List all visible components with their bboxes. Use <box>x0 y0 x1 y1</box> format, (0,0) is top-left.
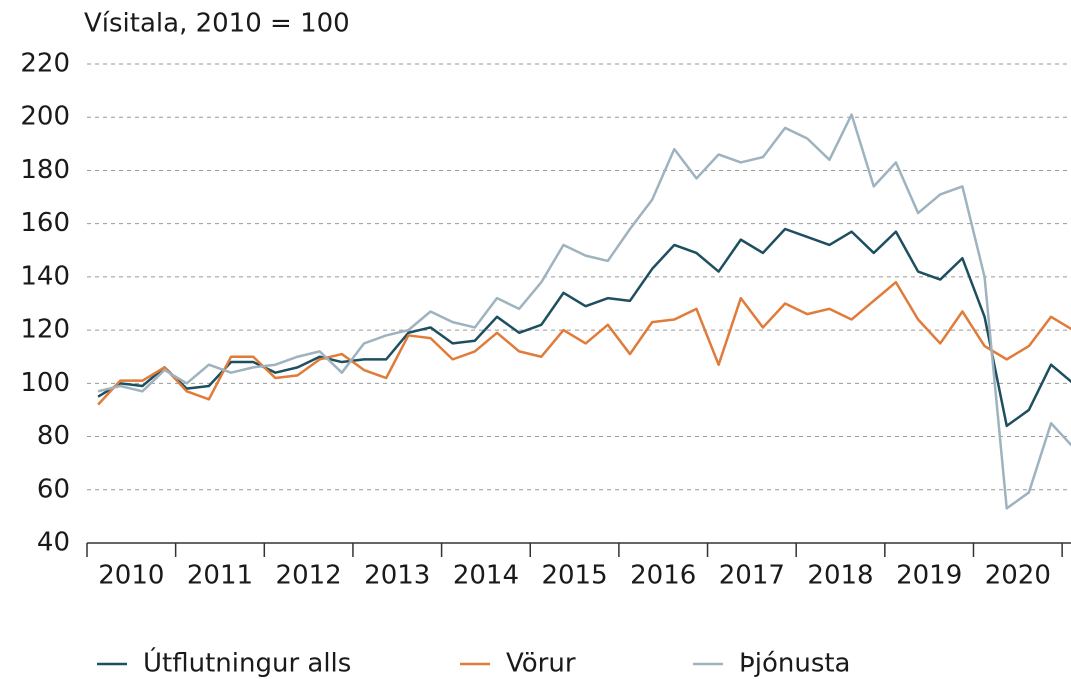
plot-area <box>97 113 1071 510</box>
y-tick-label: 140 <box>20 261 70 291</box>
x-tick-label: 2019 <box>896 561 962 591</box>
y-tick-label: 220 <box>20 49 70 79</box>
x-tick-label: 2014 <box>453 561 519 591</box>
x-tick-label: 2020 <box>985 561 1051 591</box>
x-tick-label: 2017 <box>719 561 785 591</box>
x-tick-label: 2013 <box>364 561 430 591</box>
y-tick-label: 180 <box>20 155 70 185</box>
y-tick-label: 100 <box>20 368 70 398</box>
x-tick-label: 2010 <box>98 561 164 591</box>
series-line <box>97 280 1071 406</box>
x-tick-label: 2011 <box>187 561 253 591</box>
x-tick-label: 2018 <box>807 561 873 591</box>
legend-label: Útflutningur alls <box>143 647 351 679</box>
y-tick-label: 200 <box>20 102 70 132</box>
x-tick-label: 2012 <box>276 561 342 591</box>
chart-title: Vísitala, 2010 = 100 <box>84 9 350 39</box>
series-line <box>97 113 1071 510</box>
y-tick-label: 80 <box>37 421 70 451</box>
legend-label: Þjónusta <box>739 649 851 679</box>
y-tick-label: 160 <box>20 208 70 238</box>
y-tick-label: 60 <box>37 474 70 504</box>
x-tick-label: 2016 <box>630 561 696 591</box>
y-tick-label: 120 <box>20 315 70 345</box>
x-tick-label: 2015 <box>541 561 607 591</box>
y-tick-label: 40 <box>37 528 70 558</box>
legend-label: Vörur <box>506 649 576 679</box>
